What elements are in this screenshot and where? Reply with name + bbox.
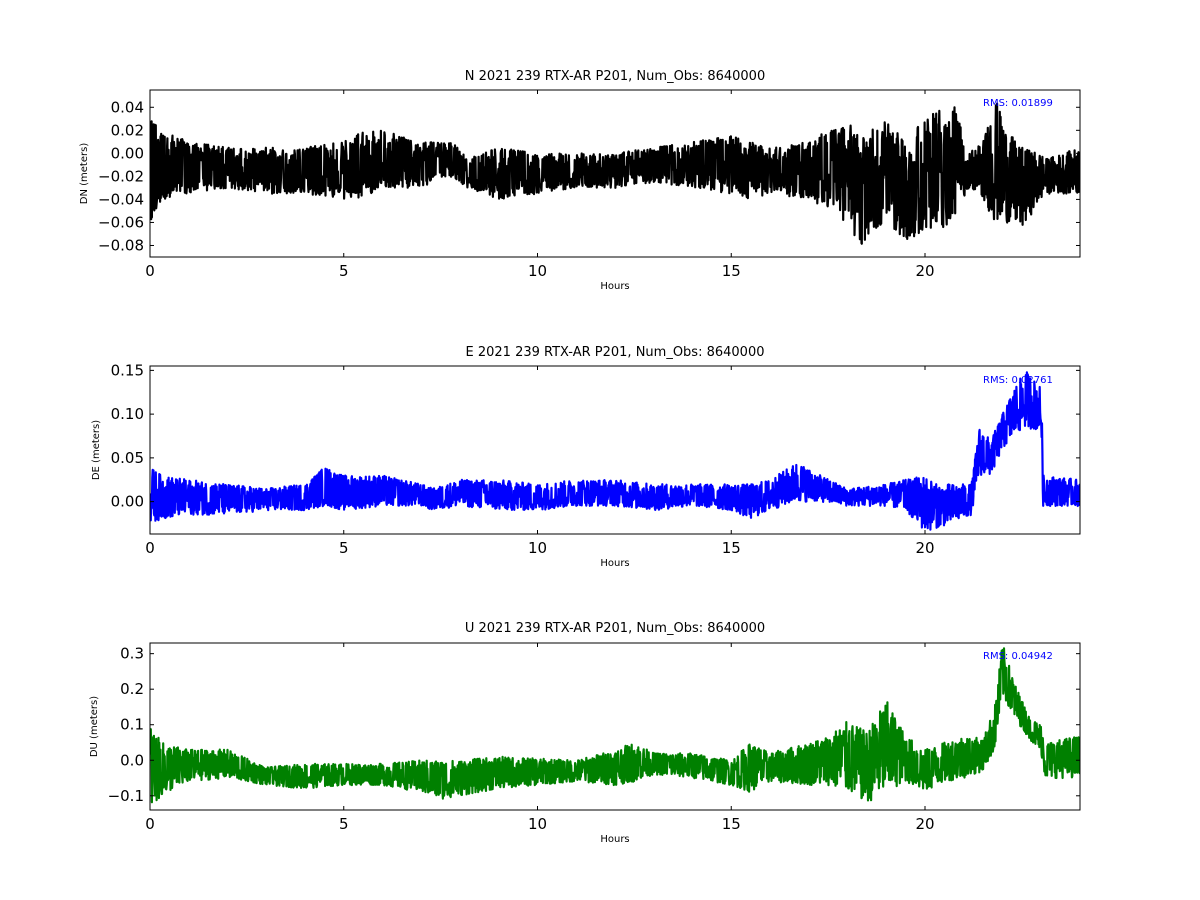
x-tick-label: 5: [339, 539, 349, 557]
x-axis-label: Hours: [600, 558, 629, 569]
y-axis-label: DU (meters): [89, 696, 100, 757]
y-tick-label: 0.04: [111, 98, 144, 116]
tick-layer: 0 5 10 15 20 −0.1 0.0 0.1 0.2 0.3: [108, 643, 1080, 833]
plot-frame: [149, 365, 1081, 535]
y-tick-label: 0.3: [120, 645, 144, 663]
x-tick-label: 0: [145, 815, 155, 833]
chart-title: N 2021 239 RTX-AR P201, Num_Obs: 8640000: [465, 69, 765, 84]
x-tick-label: 5: [339, 262, 349, 280]
tick-layer: 0 5 10 15 20 0.00 0.05 0.10 0.15: [111, 361, 1080, 557]
x-tick-label: 10: [528, 815, 547, 833]
y-tick-label: 0.2: [120, 680, 144, 698]
chart-title: E 2021 239 RTX-AR P201, Num_Obs: 8640000: [466, 345, 765, 360]
y-tick-label: 0.10: [111, 405, 144, 423]
series-line-0: [150, 102, 1080, 245]
y-axis-label: DN (meters): [79, 143, 90, 205]
y-tick-label: 0.02: [111, 121, 144, 139]
panel-north: N 2021 239 RTX-AR P201, Num_Obs: 8640000…: [79, 69, 1081, 292]
y-tick-label: −0.02: [98, 167, 144, 185]
chart-title: U 2021 239 RTX-AR P201, Num_Obs: 8640000: [465, 621, 765, 636]
x-tick-label: 20: [915, 539, 934, 557]
plot-frame: [149, 89, 1081, 258]
x-tick-label: 15: [722, 262, 741, 280]
y-axis-label: DE (meters): [91, 420, 102, 480]
x-tick-label: 0: [145, 262, 155, 280]
y-tick-label: 0.1: [120, 716, 144, 734]
x-axis-label: Hours: [600, 281, 629, 292]
panel-up: U 2021 239 RTX-AR P201, Num_Obs: 8640000…: [89, 621, 1081, 845]
rms-annotation: RMS: 0.01899: [983, 98, 1053, 109]
series-line-0: [150, 647, 1080, 804]
series-line-0: [150, 371, 1080, 531]
panel-east: E 2021 239 RTX-AR P201, Num_Obs: 8640000…: [91, 345, 1081, 569]
y-tick-label: −0.04: [98, 190, 144, 208]
y-tick-label: 0.00: [111, 144, 144, 162]
x-tick-label: 10: [528, 262, 547, 280]
x-tick-label: 5: [339, 815, 349, 833]
y-tick-label: −0.08: [98, 236, 144, 254]
y-tick-label: 0.0: [120, 751, 144, 769]
plot-frame: [149, 642, 1081, 811]
x-axis-label: Hours: [600, 834, 629, 845]
y-tick-label: −0.1: [108, 787, 144, 805]
x-tick-label: 15: [722, 815, 741, 833]
y-tick-label: 0.00: [111, 493, 144, 511]
x-tick-label: 20: [915, 815, 934, 833]
y-tick-label: 0.15: [111, 361, 144, 379]
y-tick-label: −0.06: [98, 213, 144, 231]
rms-annotation: RMS: 0.04942: [983, 651, 1053, 662]
rms-annotation: RMS: 0.02761: [983, 375, 1053, 386]
x-tick-label: 10: [528, 539, 547, 557]
series-layer: [150, 647, 1080, 804]
x-tick-label: 20: [915, 262, 934, 280]
x-tick-label: 0: [145, 539, 155, 557]
series-layer: [150, 371, 1080, 531]
x-tick-label: 15: [722, 539, 741, 557]
y-tick-label: 0.05: [111, 449, 144, 467]
tick-layer: 0 5 10 15 20 −0.08 −0.06 −0.04 −0.02 0.00 0.02 0.04: [98, 90, 1080, 280]
series-layer: [150, 102, 1080, 245]
